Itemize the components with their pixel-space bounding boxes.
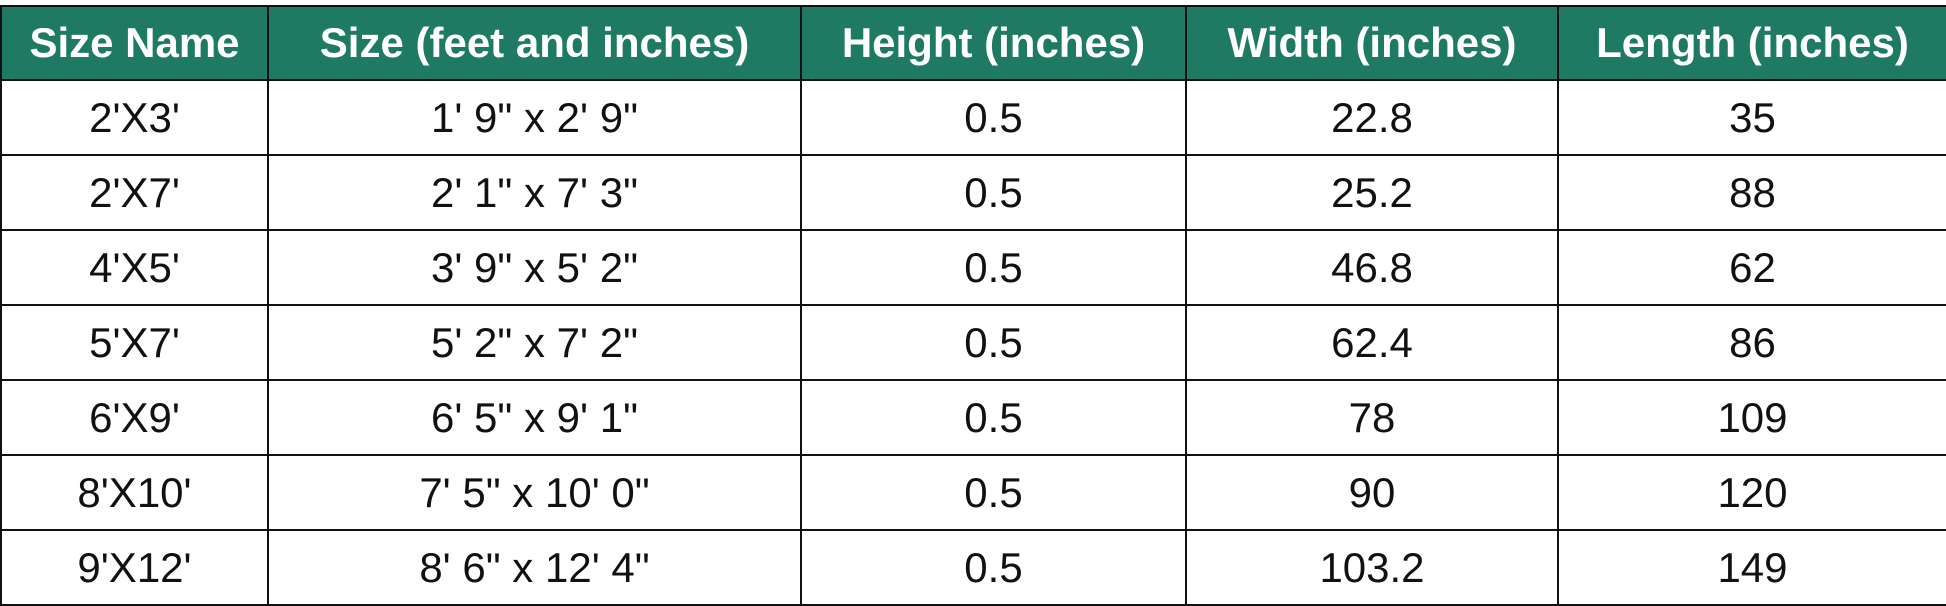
cell-length: 120 (1557, 454, 1946, 531)
cell-size-feet-inches: 5' 2" x 7' 2" (267, 304, 802, 381)
cell-width: 103.2 (1185, 529, 1559, 606)
table-row: 5'X7' 5' 2" x 7' 2" 0.5 62.4 86 (0, 304, 1946, 381)
header-size-name: Size Name (0, 5, 269, 81)
table-row: 8'X10' 7' 5" x 10' 0" 0.5 90 120 (0, 454, 1946, 531)
cell-size-name: 5'X7' (0, 304, 269, 381)
cell-length: 62 (1557, 229, 1946, 306)
cell-width: 90 (1185, 454, 1559, 531)
table-row: 4'X5' 3' 9" x 5' 2" 0.5 46.8 62 (0, 229, 1946, 306)
cell-length: 88 (1557, 154, 1946, 231)
cell-height: 0.5 (800, 304, 1187, 381)
cell-width: 78 (1185, 379, 1559, 456)
header-size-feet-inches: Size (feet and inches) (267, 5, 802, 81)
cell-height: 0.5 (800, 529, 1187, 606)
header-length: Length (inches) (1557, 5, 1946, 81)
cell-width: 62.4 (1185, 304, 1559, 381)
cell-size-feet-inches: 3' 9" x 5' 2" (267, 229, 802, 306)
cell-width: 25.2 (1185, 154, 1559, 231)
cell-size-feet-inches: 7' 5" x 10' 0" (267, 454, 802, 531)
table-row: 2'X3' 1' 9" x 2' 9" 0.5 22.8 35 (0, 79, 1946, 156)
table-row: 9'X12' 8' 6" x 12' 4" 0.5 103.2 149 (0, 529, 1946, 606)
cell-size-name: 9'X12' (0, 529, 269, 606)
cell-size-feet-inches: 8' 6" x 12' 4" (267, 529, 802, 606)
cell-size-feet-inches: 6' 5" x 9' 1" (267, 379, 802, 456)
size-table: Size Name Size (feet and inches) Height … (0, 5, 1946, 606)
table-row: 6'X9' 6' 5" x 9' 1" 0.5 78 109 (0, 379, 1946, 456)
cell-height: 0.5 (800, 229, 1187, 306)
cell-size-name: 6'X9' (0, 379, 269, 456)
cell-length: 109 (1557, 379, 1946, 456)
cell-size-feet-inches: 2' 1" x 7' 3" (267, 154, 802, 231)
cell-width: 46.8 (1185, 229, 1559, 306)
table-row: 2'X7' 2' 1" x 7' 3" 0.5 25.2 88 (0, 154, 1946, 231)
cell-length: 86 (1557, 304, 1946, 381)
cell-height: 0.5 (800, 454, 1187, 531)
cell-size-name: 8'X10' (0, 454, 269, 531)
cell-size-feet-inches: 1' 9" x 2' 9" (267, 79, 802, 156)
cell-size-name: 4'X5' (0, 229, 269, 306)
header-height: Height (inches) (800, 5, 1187, 81)
cell-length: 35 (1557, 79, 1946, 156)
cell-width: 22.8 (1185, 79, 1559, 156)
cell-size-name: 2'X3' (0, 79, 269, 156)
cell-height: 0.5 (800, 379, 1187, 456)
cell-height: 0.5 (800, 154, 1187, 231)
cell-length: 149 (1557, 529, 1946, 606)
header-width: Width (inches) (1185, 5, 1559, 81)
cell-height: 0.5 (800, 79, 1187, 156)
header-row: Size Name Size (feet and inches) Height … (0, 5, 1946, 81)
cell-size-name: 2'X7' (0, 154, 269, 231)
